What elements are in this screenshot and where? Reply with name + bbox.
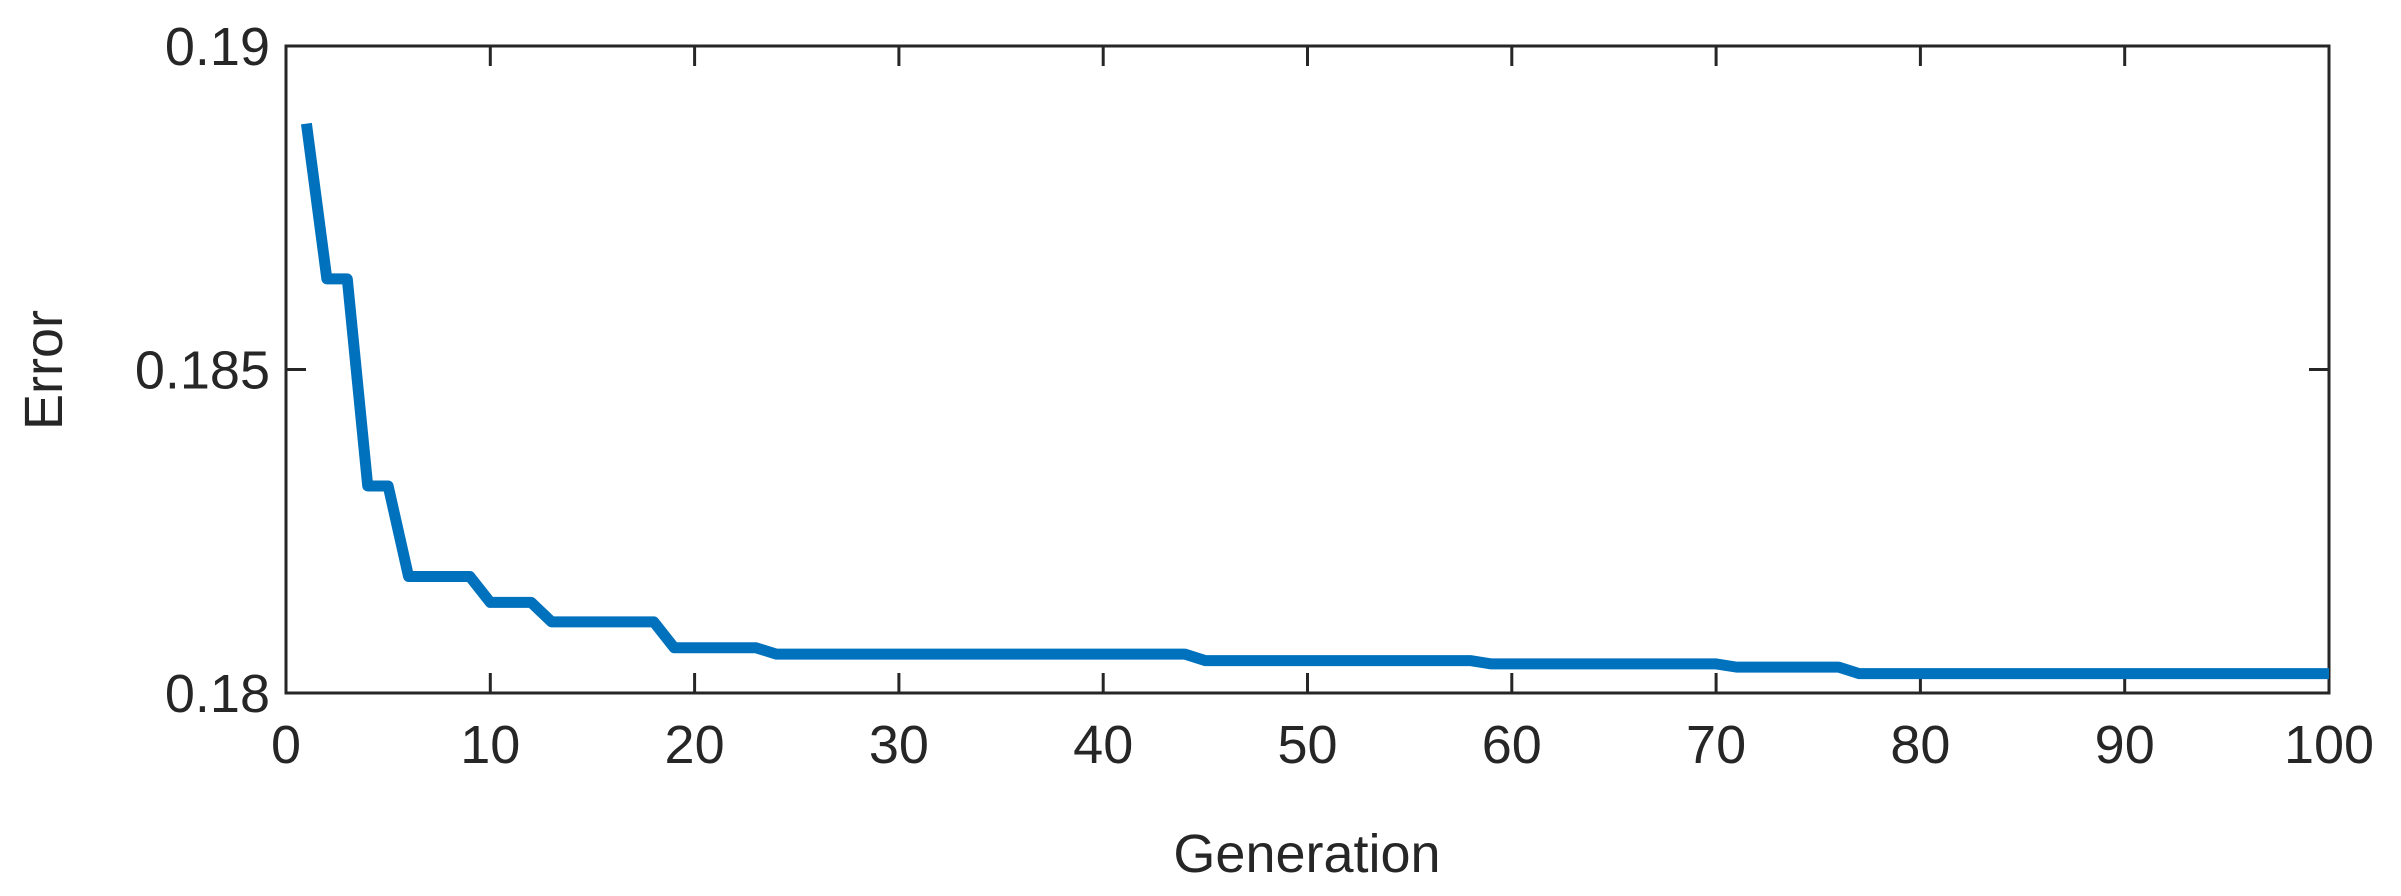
x-tick-label: 40 — [1073, 715, 1133, 775]
x-axis-label: Generation — [1173, 824, 1440, 884]
x-tick-label: 30 — [869, 715, 929, 775]
x-tick-label: 70 — [1686, 715, 1746, 775]
y-tick-label: 0.19 — [165, 17, 270, 77]
x-tick-label: 0 — [271, 715, 301, 775]
x-tick-label: 20 — [665, 715, 725, 775]
x-tick-label: 60 — [1482, 715, 1542, 775]
y-tick-label: 0.185 — [135, 341, 270, 401]
data-line — [300, 122, 2329, 680]
x-tick-label: 90 — [2095, 715, 2155, 775]
y-tick-label: 0.18 — [165, 664, 270, 724]
y-axis-label: Error — [14, 310, 74, 430]
x-tick-label: 100 — [2284, 715, 2374, 775]
x-tick-label: 80 — [1890, 715, 1950, 775]
x-tick-label: 50 — [1277, 715, 1337, 775]
x-tick-label: 10 — [460, 715, 520, 775]
plot-frame — [284, 44, 2331, 695]
